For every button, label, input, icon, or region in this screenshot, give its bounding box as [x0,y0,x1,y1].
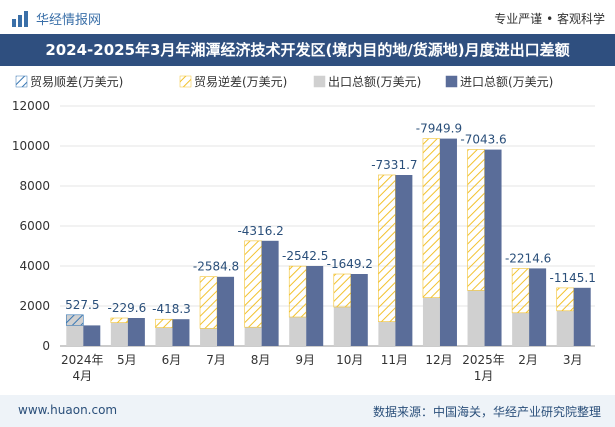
export-bar [378,321,396,346]
import-bar [172,319,190,346]
deficit-bar [288,265,307,318]
legend-label: 贸易顺差(万美元) [30,75,123,89]
import-bar [127,318,145,346]
legend-label: 贸易逆差(万美元) [194,74,287,89]
deficit-bar [155,318,173,328]
x-tick-label: 2024年 4月 [61,353,104,383]
deficit-bar [333,273,352,308]
x-tick-label: 2025年 1月 [462,353,505,383]
y-tick-label: 4000 [19,259,50,273]
deficit-bar [556,287,575,312]
data-label: -4316.2 [237,224,283,238]
x-axis: 2024年 4月 5月 6月 7月 8月 9月 10月 11月 12月 2025年 1月 2月 3月 [61,353,583,383]
import-bar [261,240,279,346]
import-bar [217,276,235,346]
data-label: 527.5 [65,298,99,312]
import-bar [439,138,457,346]
y-tick-label: 10000 [12,139,50,153]
data-label: -1649.2 [327,257,373,271]
export-bar [200,328,218,346]
legend-swatch [15,75,28,88]
legend-label: 出口总额(万美元) [328,75,421,89]
export-bar [512,312,530,346]
brand-tags: 专业严谨 • 客观科学 [494,12,605,26]
x-tick-label: 7月 [206,353,226,367]
x-tick-label: 8月 [251,353,271,367]
export-bar [244,327,262,346]
y-tick-label: 6000 [19,219,50,233]
data-label: -7043.6 [460,133,506,147]
import-bar [395,175,413,346]
legend-swatch [445,75,458,88]
import-bar [573,287,591,346]
x-tick-label: 6月 [162,353,182,367]
chart-grid [60,105,595,347]
data-label: -2214.6 [505,251,551,265]
import-bar [306,266,324,346]
x-tick-label: 2月 [518,353,538,367]
x-tick-label: 9月 [295,353,315,367]
title-bar: 2024-2025年3月年湘潭经济技术开发区(境内目的地/货源地)月度进出口差额 [0,34,615,66]
deficit-bar [378,174,396,322]
x-tick-label: 10月 [336,353,363,367]
legend-label: 进口总额(万美元) [460,75,553,89]
import-bar [83,325,101,346]
y-tick-label: 12000 [12,99,50,113]
data-label: -1145.1 [550,271,596,285]
x-tick-label: 11月 [381,353,408,367]
y-axis: 0 2000 4000 6000 8000 10000 12000 [12,99,50,353]
import-bar [529,268,547,346]
export-bar [289,317,307,346]
deficit-bar [422,138,441,298]
chart-title: 2024-2025年3月年湘潭经济技术开发区(境内目的地/货源地)月度进出口差额 [45,41,570,59]
x-tick-label: 5月 [117,353,137,367]
deficit-bar [199,276,218,329]
data-label: -7331.7 [371,158,417,172]
chart: 贸易顺差(万美元) 贸易逆差(万美元) 出口总额(万美元) 进口总额(万美元) 0 20… [12,74,596,383]
deficit-bar [511,268,530,314]
brand-name: 华经情报网 [36,13,102,28]
deficit-bar [110,317,129,323]
export-bar [422,297,440,346]
legend-swatch [313,75,326,88]
footer-website: www.huaon.com [18,403,118,417]
export-bar [110,322,128,346]
chart-legend: 贸易顺差(万美元) 贸易逆差(万美元) 出口总额(万美元) 进口总额(万美元) [15,74,553,89]
y-tick-label: 2000 [19,299,50,313]
deficit-bar [467,149,485,291]
x-tick-label: 3月 [563,353,583,367]
top-bar: 华经情报网 专业严谨 • 客观科学 [0,0,615,34]
surplus-bar [65,314,84,326]
deficit-bar [244,240,262,328]
brand-logo-icon [12,10,28,27]
import-bar [484,149,502,346]
y-tick-label: 0 [42,339,50,353]
x-tick-label: 12月 [425,353,452,367]
y-tick-label: 8000 [19,179,50,193]
data-labels: 527.5 -229.6 -418.3-2584.8-4316.2-2542.5-1… [65,122,596,317]
brand: 华经情报网 [12,9,101,28]
export-bar [467,290,485,346]
footer: www.huaon.com 数据来源：中国海关，华经产业研究院整理 [0,395,615,427]
data-label: -2584.8 [193,260,239,274]
legend-swatch [179,75,192,88]
data-label: -418.3 [152,302,191,316]
data-label: -2542.5 [282,249,328,263]
data-label: -7949.9 [416,122,462,136]
export-bar [333,307,351,346]
export-bar [556,310,574,346]
footer-source: 数据来源：中国海关，华经产业研究院整理 [372,405,601,419]
import-bar [350,274,368,346]
chart-bars [65,138,591,346]
export-bar [155,327,173,346]
data-label: -229.6 [108,301,147,315]
